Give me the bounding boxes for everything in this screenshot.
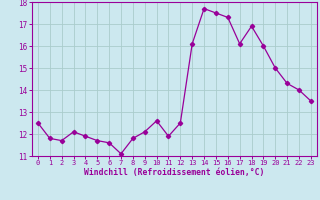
X-axis label: Windchill (Refroidissement éolien,°C): Windchill (Refroidissement éolien,°C)	[84, 168, 265, 177]
